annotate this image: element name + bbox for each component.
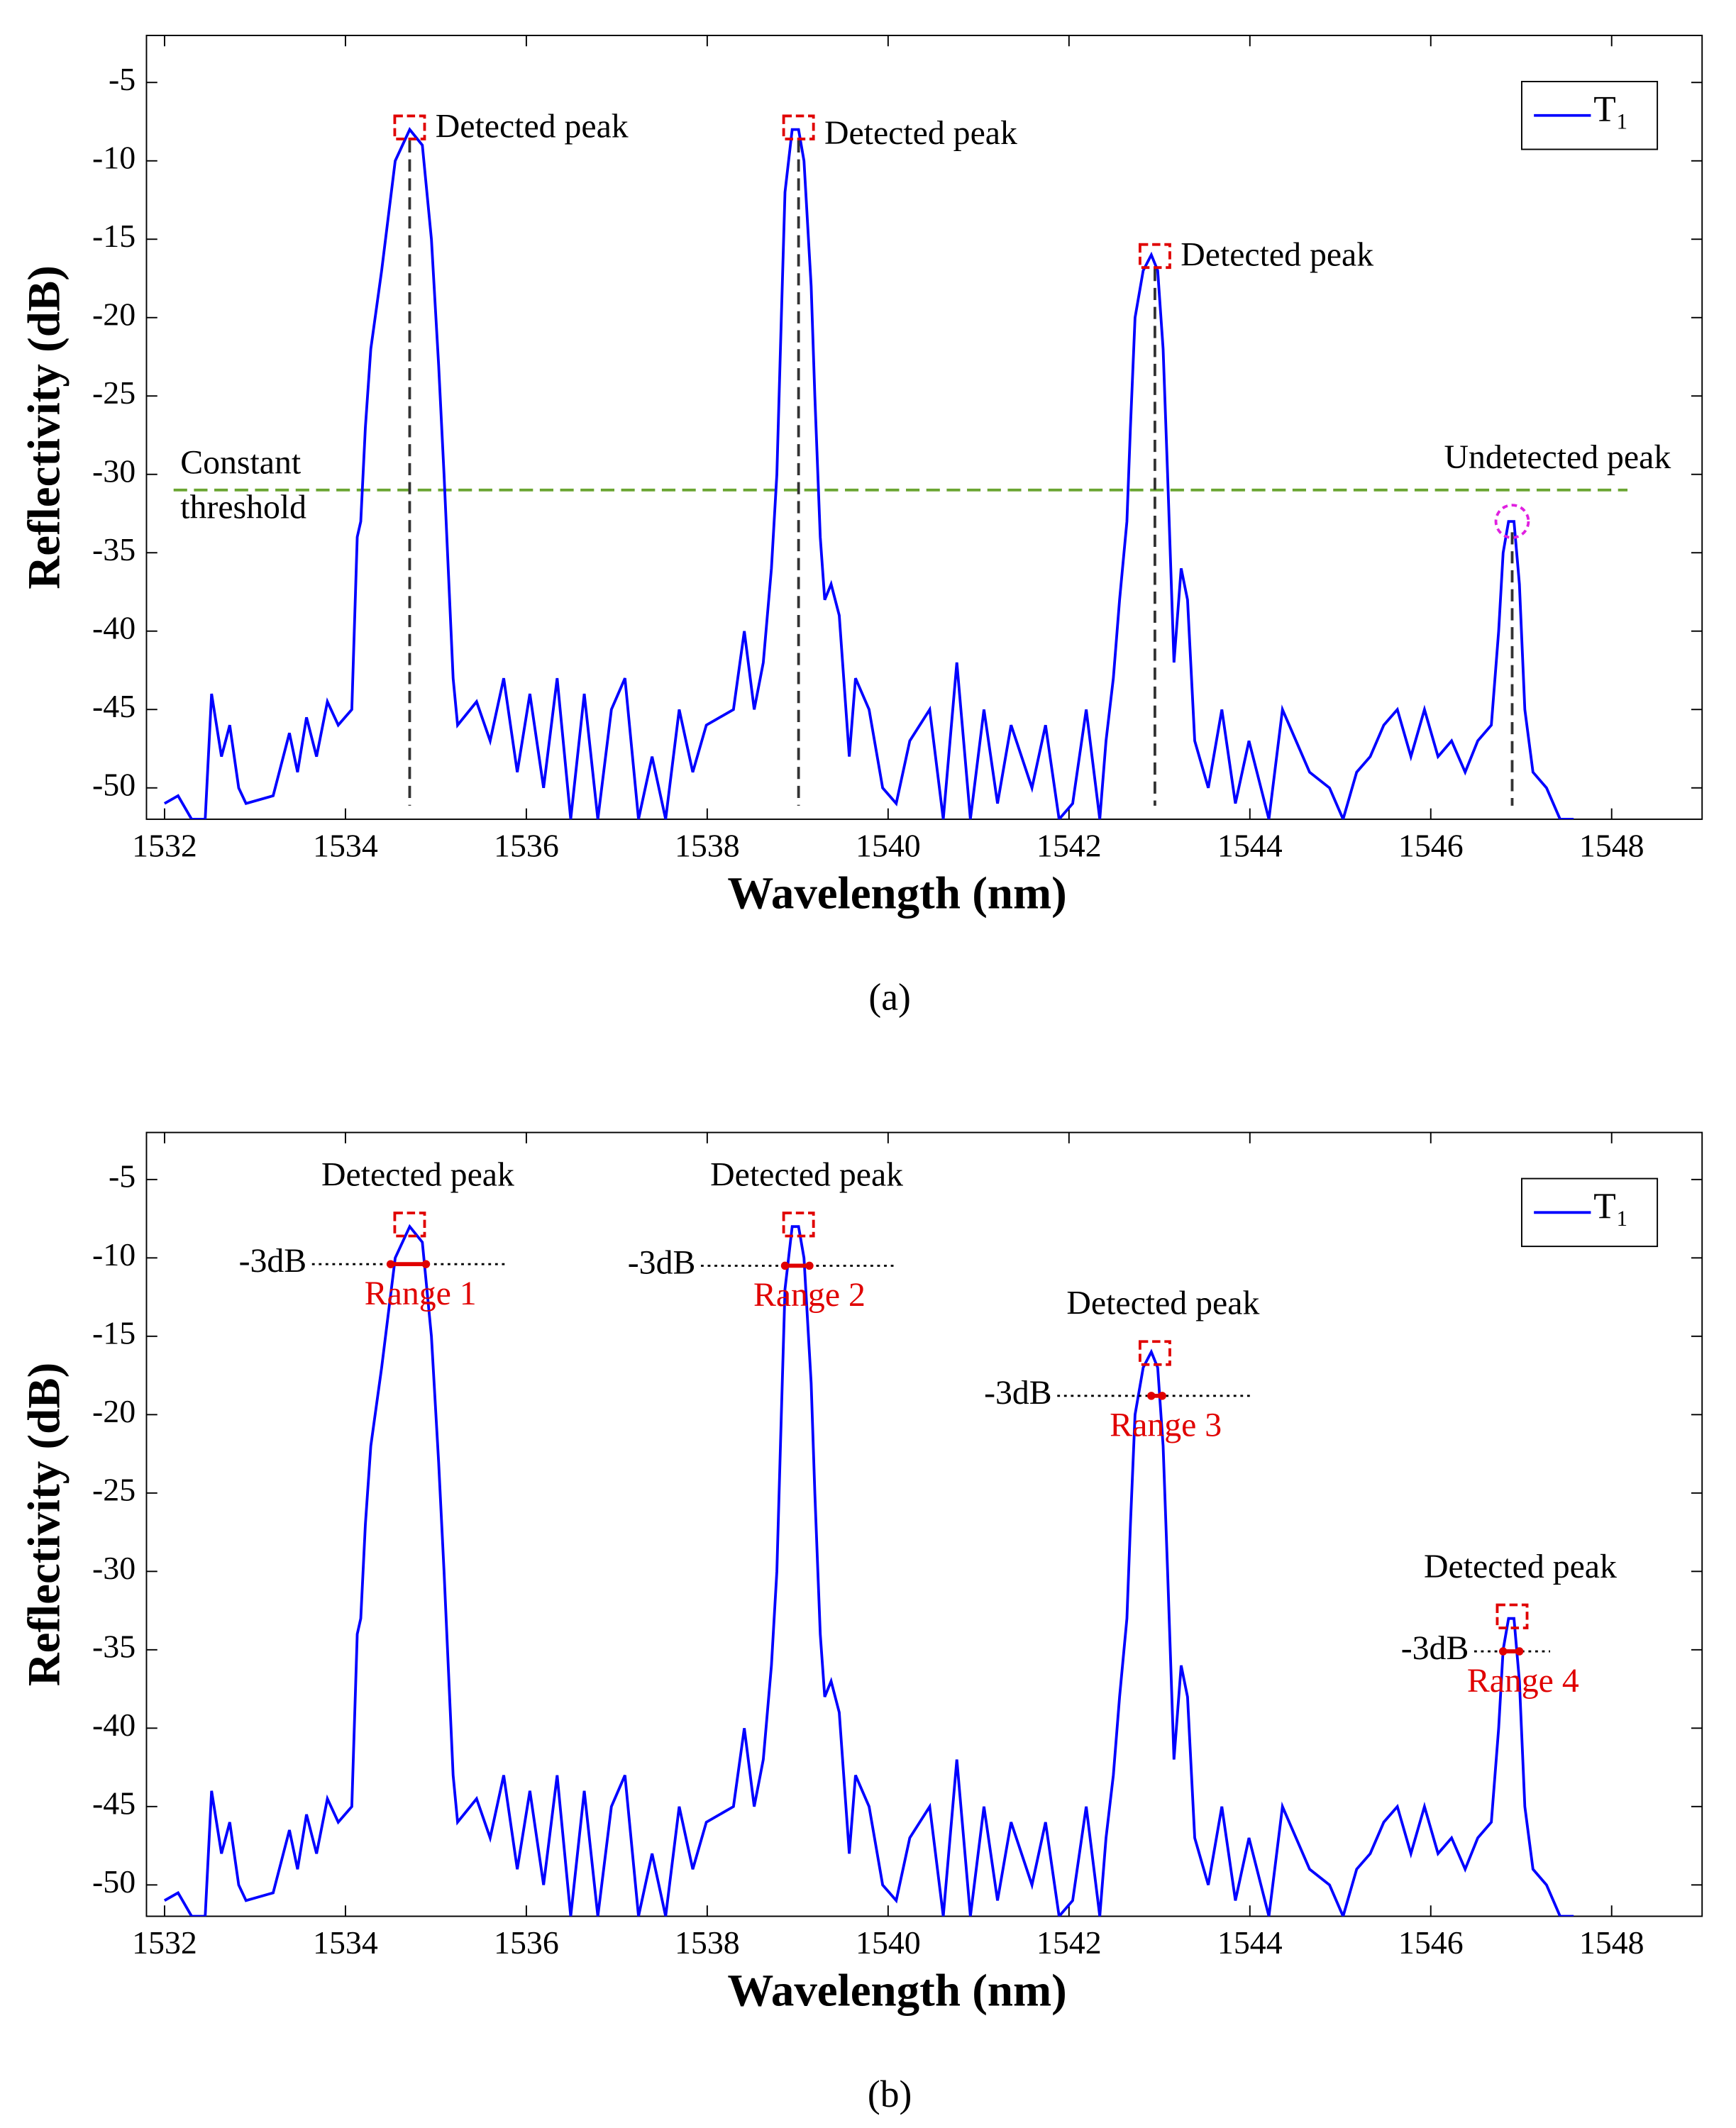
peak-label: Detected peak bbox=[824, 114, 1017, 152]
y-tick-label: -35 bbox=[92, 1628, 136, 1664]
peak-marker bbox=[393, 1212, 426, 1238]
range-end bbox=[1499, 1647, 1508, 1656]
x-axis-label: Wavelength (nm) bbox=[727, 868, 1066, 919]
range-end bbox=[1515, 1647, 1524, 1656]
x-tick-label: 1532 bbox=[132, 828, 197, 864]
y-tick-label: -5 bbox=[109, 61, 136, 97]
range-end bbox=[805, 1261, 814, 1270]
x-tick-label: 1546 bbox=[1398, 828, 1464, 864]
y-tick-label: -45 bbox=[92, 1785, 136, 1821]
y-tick-label: -40 bbox=[92, 609, 136, 645]
y-axis-label: Reflectivity (dB) bbox=[19, 1363, 70, 1687]
peak-marker bbox=[782, 114, 815, 140]
y-tick-label: -45 bbox=[92, 688, 136, 724]
y-tick-label: -10 bbox=[92, 139, 136, 175]
x-tick-label: 1544 bbox=[1217, 828, 1283, 864]
range-end bbox=[386, 1260, 395, 1268]
caption: (a) bbox=[868, 975, 910, 1018]
peak-label: Detected peak bbox=[1181, 236, 1373, 274]
trace bbox=[163, 127, 1574, 819]
y-tick-label: -15 bbox=[92, 1314, 136, 1351]
x-tick-label: 1538 bbox=[675, 828, 740, 864]
caption: (b) bbox=[868, 2073, 912, 2115]
x-tick-label: 1542 bbox=[1036, 828, 1102, 864]
peak-marker bbox=[393, 114, 426, 140]
threshold-label: Constant bbox=[180, 443, 301, 481]
peak-label: Detected peak bbox=[321, 1156, 514, 1193]
y-tick-label: -50 bbox=[92, 766, 136, 802]
y-tick-label: -5 bbox=[109, 1158, 136, 1194]
x-tick-label: 1532 bbox=[132, 1924, 197, 1961]
x-tick-label: 1534 bbox=[313, 1924, 378, 1961]
plot-area bbox=[145, 1131, 1703, 1917]
y-tick-label: -25 bbox=[92, 375, 136, 411]
legend-label: T₁ bbox=[1593, 89, 1629, 130]
y-tick-label: -35 bbox=[92, 531, 136, 567]
half-max-label: -3dB bbox=[628, 1243, 696, 1281]
peak-label: Undetected peak bbox=[1444, 438, 1671, 476]
y-axis-label: Reflectivity (dB) bbox=[19, 265, 70, 589]
peak-label: Detected peak bbox=[710, 1156, 903, 1193]
peak-marker bbox=[1138, 1340, 1171, 1366]
y-tick-label: -15 bbox=[92, 218, 136, 254]
x-tick-label: 1544 bbox=[1217, 1924, 1283, 1961]
x-tick-label: 1536 bbox=[494, 1924, 559, 1961]
x-tick-label: 1536 bbox=[494, 828, 559, 864]
peak-marker bbox=[1495, 1603, 1529, 1629]
y-tick-label: -30 bbox=[92, 453, 136, 489]
x-tick-label: 1542 bbox=[1036, 1924, 1102, 1961]
peak-label: Detected peak bbox=[436, 108, 629, 145]
peak-marker bbox=[782, 1212, 815, 1238]
range-end bbox=[780, 1261, 790, 1270]
x-tick-label: 1546 bbox=[1398, 1924, 1464, 1961]
x-axis-label: Wavelength (nm) bbox=[727, 1965, 1066, 2016]
range-label: Range 4 bbox=[1467, 1662, 1579, 1700]
x-tick-label: 1540 bbox=[856, 1924, 921, 1961]
range-end bbox=[1158, 1392, 1166, 1400]
x-tick-label: 1540 bbox=[856, 828, 921, 864]
range-label: Range 2 bbox=[753, 1276, 866, 1314]
range-label: Range 1 bbox=[365, 1275, 477, 1312]
y-tick-label: -20 bbox=[92, 1393, 136, 1429]
half-max-label: -3dB bbox=[239, 1242, 307, 1280]
peak-label: Detected peak bbox=[1424, 1548, 1617, 1585]
peak-marker bbox=[1138, 243, 1171, 270]
range-end bbox=[421, 1260, 431, 1268]
y-tick-label: -10 bbox=[92, 1236, 136, 1273]
x-tick-label: 1538 bbox=[675, 1924, 740, 1961]
plot-area bbox=[145, 35, 1703, 820]
y-tick-label: -50 bbox=[92, 1863, 136, 1900]
y-tick-label: -20 bbox=[92, 296, 136, 332]
trace bbox=[163, 1224, 1574, 1917]
y-tick-label: -40 bbox=[92, 1707, 136, 1743]
range-label: Range 3 bbox=[1110, 1407, 1222, 1444]
peak-marker bbox=[1494, 504, 1530, 539]
legend-label: T₁ bbox=[1593, 1186, 1629, 1226]
threshold-label: threshold bbox=[180, 488, 306, 526]
peak-label: Detected peak bbox=[1066, 1285, 1259, 1322]
x-tick-label: 1534 bbox=[313, 828, 378, 864]
y-tick-label: -30 bbox=[92, 1550, 136, 1586]
half-max-label: -3dB bbox=[1401, 1629, 1469, 1667]
x-tick-label: 1548 bbox=[1579, 828, 1644, 864]
half-max-label: -3dB bbox=[984, 1374, 1052, 1412]
range-end bbox=[1147, 1392, 1156, 1400]
y-tick-label: -25 bbox=[92, 1471, 136, 1507]
x-tick-label: 1548 bbox=[1579, 1924, 1644, 1961]
